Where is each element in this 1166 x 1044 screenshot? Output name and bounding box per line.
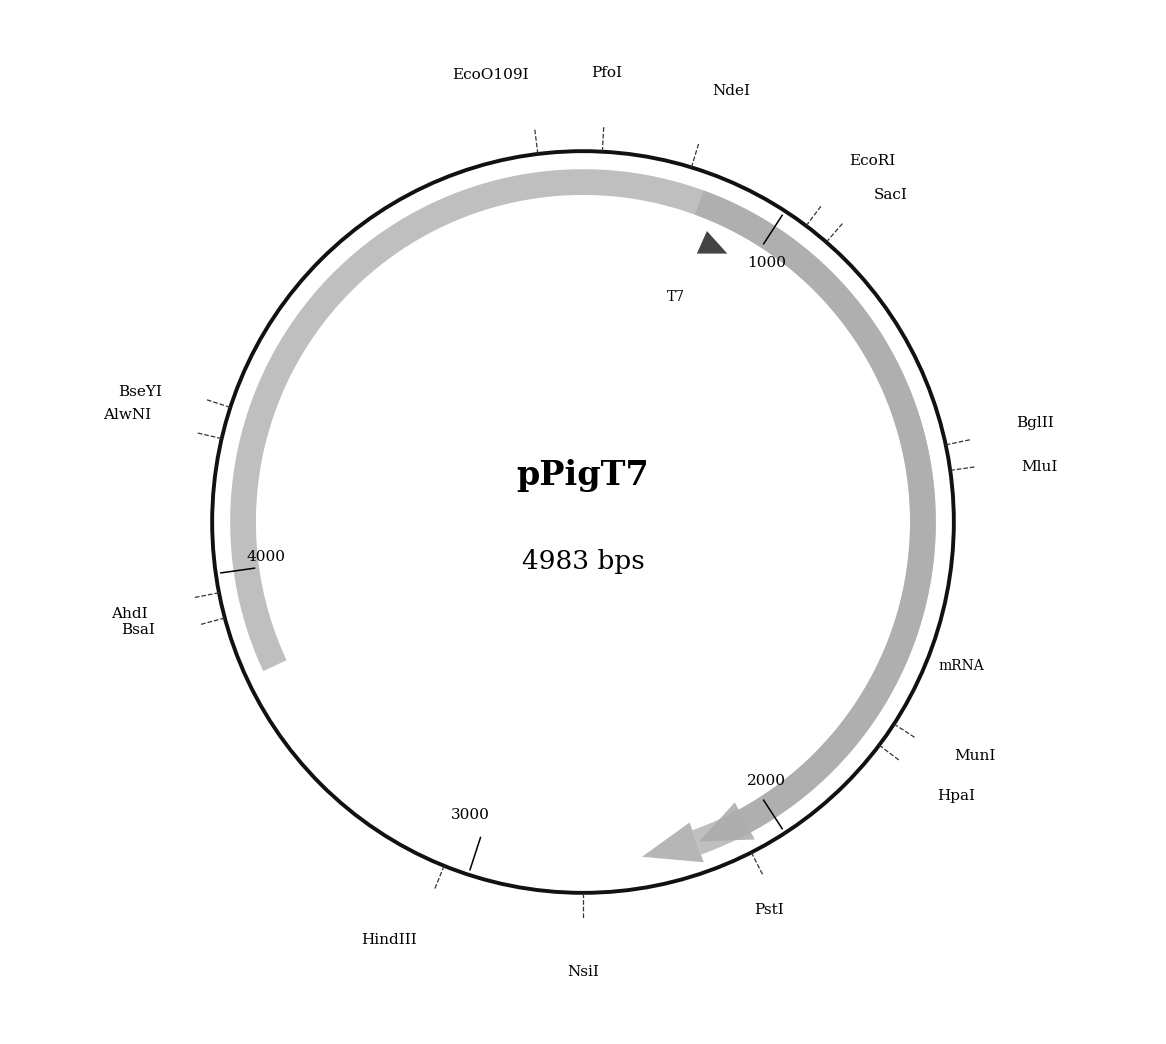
Polygon shape: [697, 231, 728, 254]
Polygon shape: [642, 823, 704, 862]
Text: NdeI: NdeI: [712, 85, 751, 98]
Text: mRNA: mRNA: [939, 659, 984, 672]
Text: EcoRI: EcoRI: [850, 155, 895, 168]
Text: 2000: 2000: [747, 775, 786, 788]
Text: MunI: MunI: [955, 750, 996, 763]
Text: MluI: MluI: [1021, 460, 1058, 474]
Text: HpaI: HpaI: [936, 788, 975, 803]
Text: BseYI: BseYI: [118, 385, 162, 399]
Polygon shape: [695, 190, 936, 832]
Text: 4000: 4000: [246, 550, 286, 564]
Polygon shape: [230, 169, 936, 854]
Text: EcoO109I: EcoO109I: [452, 68, 529, 82]
Text: pPigT7: pPigT7: [517, 459, 649, 492]
Text: PfoI: PfoI: [591, 66, 621, 79]
Text: PstI: PstI: [754, 903, 784, 917]
Polygon shape: [700, 803, 754, 841]
Text: 3000: 3000: [451, 808, 490, 822]
Text: BsaI: BsaI: [121, 622, 155, 637]
Text: SacI: SacI: [873, 188, 907, 201]
Text: AhdI: AhdI: [112, 607, 148, 620]
Text: HindIII: HindIII: [361, 932, 417, 947]
Text: T7: T7: [667, 290, 684, 304]
Text: 1000: 1000: [747, 256, 786, 269]
Text: BglII: BglII: [1017, 416, 1054, 430]
Text: AlwNI: AlwNI: [104, 408, 152, 423]
Text: NsiI: NsiI: [567, 965, 599, 979]
Text: 4983 bps: 4983 bps: [521, 549, 645, 573]
